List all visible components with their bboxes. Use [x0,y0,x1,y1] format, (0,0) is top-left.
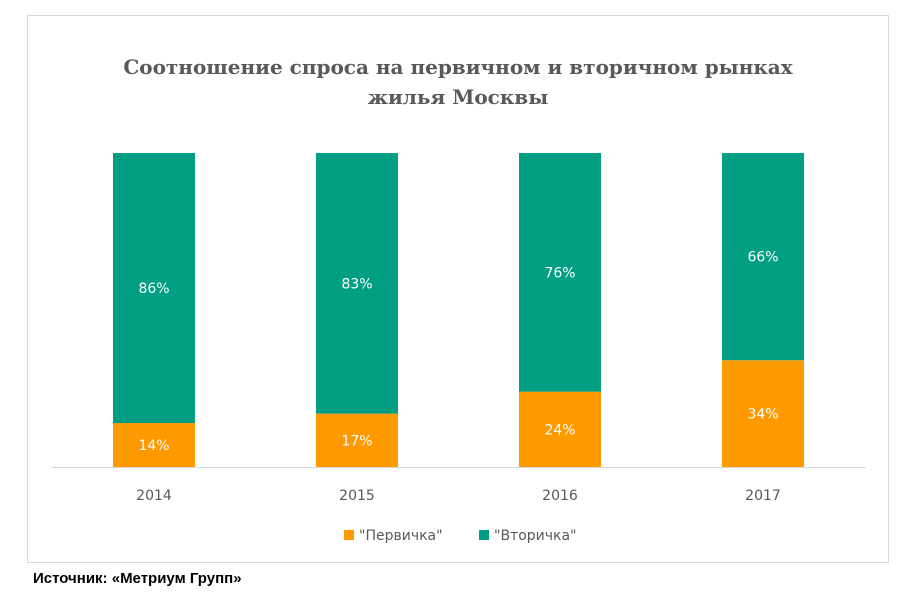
data-label-vtorichka-2015: 83% [341,276,372,292]
data-label-pervichka-2015: 17% [341,433,372,449]
data-label-vtorichka-2016: 76% [544,265,575,281]
bar-vtorichka-2016 [519,153,601,392]
x-tick-label-2017: 2017 [745,488,781,504]
source-note: Источник: «Метриум Групп» [33,570,242,587]
legend-label-vtorichka: "Вторичка" [494,528,577,544]
legend-swatch-vtorichka [479,530,489,540]
data-label-vtorichka-2014: 86% [138,281,169,297]
bar-vtorichka-2017 [722,153,804,361]
bar-pervichka-2017 [722,360,804,467]
chart-title: Соотношение спроса на первичном и вторич… [28,52,888,112]
bar-vtorichka-2015 [316,153,398,414]
bar-pervichka-2016 [519,391,601,467]
x-tick-label-2016: 2016 [542,488,578,504]
x-tick-label-2015: 2015 [339,488,375,504]
chart-title-line-2: жилья Москвы [367,85,549,109]
data-label-pervichka-2014: 14% [138,438,169,454]
data-label-vtorichka-2017: 66% [747,250,778,266]
bar-pervichka-2014 [113,423,195,467]
legend-swatch-pervichka [344,530,354,540]
data-label-pervichka-2017: 34% [747,407,778,423]
bar-vtorichka-2014 [113,153,195,424]
chart-title-line-1: Соотношение спроса на первичном и вторич… [123,55,793,79]
bar-pervichka-2015 [316,413,398,467]
data-label-pervichka-2016: 24% [544,422,575,438]
legend-label-pervichka: "Первичка" [359,528,443,544]
x-tick-label-2014: 2014 [136,488,172,504]
